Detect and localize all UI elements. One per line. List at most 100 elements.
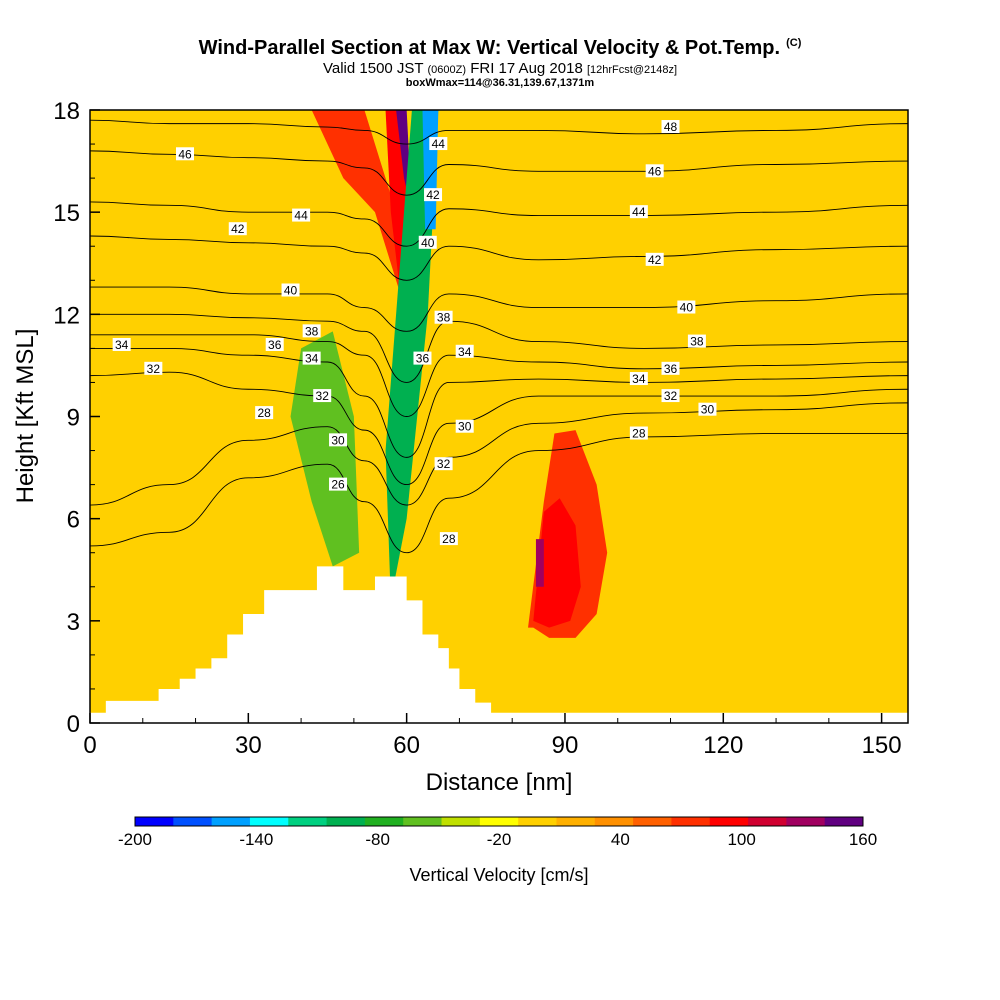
contour-label: 30 xyxy=(331,433,345,447)
y-tick-label: 9 xyxy=(67,405,80,432)
velocity-region xyxy=(533,498,581,628)
theta-contour-36 xyxy=(90,334,908,417)
contour-label-bg xyxy=(329,477,348,491)
contour-label-bg xyxy=(265,337,284,351)
contour-label: 38 xyxy=(437,311,451,325)
contour-label: 48 xyxy=(664,120,678,134)
contour-label: 44 xyxy=(632,205,646,219)
contour-label-bg xyxy=(434,457,453,471)
theta-contour-labels: 46 42 44 40 38 36 34 32 34 32 30 28 26 44 42 40 38 36 34 30… xyxy=(112,120,717,546)
x-tick-label: 60 xyxy=(393,732,420,759)
contour-label-bg xyxy=(112,337,131,351)
velocity-region xyxy=(311,110,407,315)
contour-label: 40 xyxy=(284,283,298,297)
valid-utc-label: (0600Z) xyxy=(427,64,467,76)
terrain-silhouette xyxy=(90,566,908,723)
contour-label-bg xyxy=(413,351,432,365)
colorbar-swatch xyxy=(824,817,864,826)
colorbar-swatch xyxy=(211,817,251,826)
colorbar-swatch xyxy=(518,817,557,826)
colorbar-swatch xyxy=(786,817,826,826)
contour-label-bg xyxy=(439,532,458,546)
colorbar-swatch xyxy=(441,817,481,826)
contour-label-bg xyxy=(645,164,664,178)
colorbar-swatch xyxy=(173,817,213,826)
theta-contour-48 xyxy=(90,119,908,145)
contour-label: 28 xyxy=(257,406,271,420)
contour-label-bg xyxy=(434,310,453,324)
contour-label: 34 xyxy=(632,372,646,386)
colorbar-swatch xyxy=(594,817,634,826)
contour-label-bg xyxy=(455,344,474,358)
terrain xyxy=(90,566,908,723)
theta-contour-42 xyxy=(90,235,908,281)
contour-label: 46 xyxy=(178,147,192,161)
contour-label: 42 xyxy=(231,222,245,236)
contour-label-bg xyxy=(677,300,696,314)
colorbar-tick-label: 100 xyxy=(727,830,755,849)
y-axis-label: Height [Kft MSL] xyxy=(12,329,39,504)
y-tick-label: 0 xyxy=(67,711,80,738)
colorbar-swatch xyxy=(326,817,366,826)
chart-title-text: Wind-Parallel Section at Max W: Vertical… xyxy=(198,37,781,59)
y-tick-label: 12 xyxy=(53,302,80,329)
contour-label: 32 xyxy=(147,362,161,376)
contour-label-bg xyxy=(255,406,274,420)
contour-label: 28 xyxy=(442,532,456,546)
contour-label-bg xyxy=(629,205,648,219)
copyright-mark: (C) xyxy=(786,37,802,50)
contour-label-bg xyxy=(292,208,311,222)
colorbar-swatch xyxy=(364,817,404,826)
colorbar-swatch xyxy=(671,817,711,826)
colorbar: -200 -140 -80 -20 40 100 160 xyxy=(118,816,877,849)
contour-label: 36 xyxy=(416,352,430,366)
colorbar-tick-label: -200 xyxy=(118,830,152,849)
valid-date-label: FRI 17 Aug 2018 xyxy=(470,60,583,77)
colorbar-swatch xyxy=(748,817,787,826)
contour-label: 44 xyxy=(294,209,308,223)
contour-label-bg xyxy=(698,402,717,416)
contour-label-bg xyxy=(228,222,247,236)
contour-label-bg xyxy=(661,389,680,403)
contour-label: 36 xyxy=(268,338,282,352)
contour-label-bg xyxy=(302,324,321,338)
x-axis: 0 30 60 90 120 150 xyxy=(83,713,902,759)
colorbar-tick-label: -140 xyxy=(239,830,273,849)
contour-label-bg xyxy=(687,334,706,348)
contour-label: 42 xyxy=(426,188,440,202)
contour-label-bg xyxy=(429,137,448,151)
contour-label: 40 xyxy=(421,236,435,250)
y-axis: 0 3 6 9 12 15 18 xyxy=(53,98,100,738)
x-tick-label: 30 xyxy=(235,732,262,759)
colorbar-label: Vertical Velocity [cm/s] xyxy=(409,865,588,885)
contour-label-bg xyxy=(645,252,664,266)
contour-label-bg xyxy=(629,426,648,440)
colorbar-tick-label: 160 xyxy=(849,830,877,849)
contour-label: 38 xyxy=(305,324,319,338)
colorbar-swatch xyxy=(556,817,596,826)
colorbar-swatch xyxy=(633,817,672,826)
contour-label-bg xyxy=(424,188,443,202)
colorbar-swatch xyxy=(403,817,443,826)
theta-contour-28 xyxy=(90,433,908,554)
contour-label: 34 xyxy=(458,345,472,359)
colorbar-swatch xyxy=(288,817,328,826)
forecast-label: [12hrFcst@2148z] xyxy=(586,64,678,76)
contour-label-bg xyxy=(281,283,300,297)
contour-label: 36 xyxy=(664,362,678,376)
theta-contour-46 xyxy=(90,150,908,196)
contour-label-bg xyxy=(329,433,348,447)
colorbar-swatch xyxy=(479,817,519,826)
box-wmax-label: boxWmax=114@36.31,139.67,1371m xyxy=(405,77,595,89)
theta-contour-34 xyxy=(90,347,908,458)
chart-title: Wind-Parallel Section at Max W: Vertical… xyxy=(0,37,1000,60)
velocity-region xyxy=(290,331,360,567)
contour-label: 42 xyxy=(648,253,662,267)
contour-label-bg xyxy=(313,389,332,403)
contour-label: 46 xyxy=(648,164,662,178)
colorbar-swatch xyxy=(249,817,289,826)
velocity-region xyxy=(535,539,544,587)
velocity-field xyxy=(90,110,908,723)
y-tick-label: 3 xyxy=(67,609,80,636)
